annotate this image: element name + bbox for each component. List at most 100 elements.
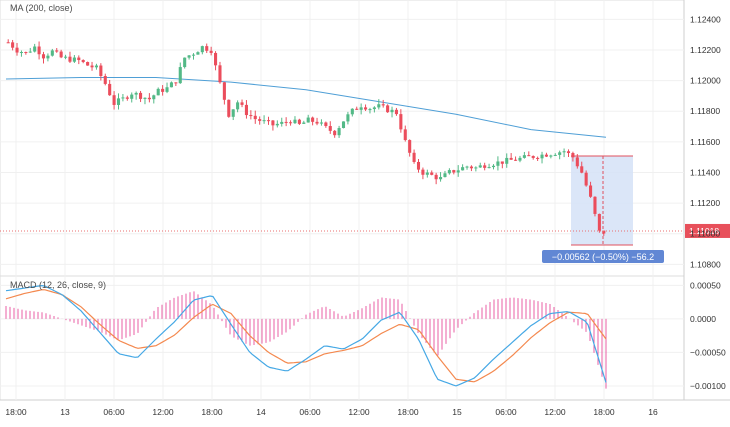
candle-body [491, 165, 496, 168]
candle-body [77, 57, 81, 61]
candle-body [443, 173, 447, 178]
candle-body [456, 170, 460, 173]
candle-body [425, 172, 429, 175]
candle-body [174, 82, 178, 84]
candle-body [293, 119, 297, 124]
candle-body [381, 104, 385, 106]
candle-body [112, 95, 116, 105]
candle-body [571, 153, 575, 158]
candles [6, 39, 606, 236]
macd-tick-label: −0.00050 [690, 347, 726, 357]
measure-tool[interactable]: −0.00562 (−0.50%) −56.2 [542, 155, 664, 263]
candle-body [15, 47, 19, 53]
candle-body [165, 87, 169, 92]
candle-body [540, 154, 544, 159]
candle-body [72, 57, 76, 62]
candle-body [121, 97, 125, 99]
candle-body [280, 121, 284, 124]
candle-body [64, 56, 68, 58]
candle-body [271, 120, 275, 126]
candle-body [37, 46, 41, 55]
candle-body [284, 121, 288, 123]
current-price-line: 1.11018 [0, 223, 730, 238]
time-tick-label: 18:00 [593, 407, 615, 417]
candle-body [328, 126, 332, 131]
candle-body [289, 122, 293, 124]
candle-body [236, 102, 240, 110]
candle-body [187, 55, 191, 58]
signal-line [5, 289, 607, 383]
candle-body [514, 159, 518, 161]
candle-body [562, 151, 566, 153]
candle-body [227, 99, 231, 117]
candle-body [553, 154, 557, 156]
candle-body [24, 52, 28, 54]
candle-body [134, 92, 138, 95]
candle-body [430, 172, 434, 175]
candle-body [355, 108, 359, 110]
candle-body [311, 117, 315, 122]
macd-axis[interactable]: 0.00050 0.0000 −0.00050 −0.00100 [690, 280, 726, 391]
candle-body [452, 170, 456, 173]
price-tag-label: 1.11018 [689, 226, 719, 236]
candle-body [461, 167, 465, 171]
candle-body [249, 115, 253, 117]
candle-body [68, 56, 72, 62]
candle-body [266, 120, 271, 122]
candle-body [566, 151, 571, 154]
candle-body [403, 129, 407, 141]
candle-body [386, 105, 390, 113]
time-tick-label: 06:00 [103, 407, 125, 417]
candle-body [580, 166, 584, 173]
price-tick-label: 1.11400 [690, 167, 720, 177]
time-axis[interactable]: 18:00 13 06:00 12:00 18:00 14 06:00 12:00 18:00 1… [5, 407, 658, 417]
candle-body [487, 167, 491, 169]
price-axis[interactable]: 1.12400 1.12200 1.12000 1.11800 1.11600 1.114… [690, 14, 721, 269]
candle-body [315, 121, 319, 124]
candle-body [253, 115, 257, 120]
candle-body [196, 52, 200, 55]
macd-tick-label: 0.00050 [690, 280, 721, 290]
ma-line [5, 77, 607, 138]
macd-histogram [5, 291, 607, 389]
candle-body [531, 156, 535, 158]
candle-body [346, 114, 350, 122]
candle-body [584, 172, 588, 186]
price-tick-label: 1.11000 [690, 229, 720, 239]
candle-body [94, 65, 98, 68]
candle-body [496, 161, 500, 166]
candle-body [518, 157, 522, 161]
candle-body [602, 230, 606, 234]
candle-body [275, 123, 279, 126]
candle-body [549, 155, 553, 157]
candle-body [116, 98, 121, 105]
time-tick-label: 06:00 [495, 407, 517, 417]
ma-indicator-title[interactable]: MA (200, close) [10, 3, 73, 13]
candle-body [500, 161, 504, 164]
candle-body [99, 65, 103, 77]
macd-indicator-title[interactable]: MACD (12, 26, close, 9) [10, 280, 106, 290]
candle-body [447, 170, 451, 174]
candle-body [81, 60, 85, 63]
candle-body [350, 108, 354, 115]
candle-body [359, 107, 363, 110]
time-tick-label: 18:00 [201, 407, 223, 417]
candle-body [33, 46, 37, 52]
candle-body [478, 165, 482, 168]
candle-body [408, 140, 412, 153]
time-tick-label: 15 [452, 407, 462, 417]
candle-body [156, 88, 160, 96]
measure-label-bg [542, 250, 664, 263]
candle-body [55, 50, 59, 52]
candle-body [297, 119, 301, 124]
time-tick-label: 12:00 [544, 407, 566, 417]
candle-body [341, 121, 346, 129]
candle-body [368, 109, 372, 111]
candle-body [41, 54, 46, 59]
candle-body [143, 97, 147, 99]
candle-body [50, 50, 54, 56]
candle-body [183, 57, 187, 68]
candle-body [11, 42, 15, 48]
candle-body [19, 52, 23, 54]
